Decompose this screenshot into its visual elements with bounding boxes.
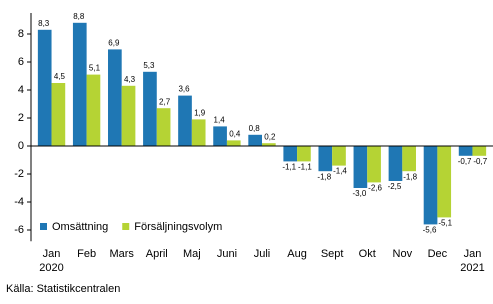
x-tick-label: Juli <box>254 248 271 260</box>
bar <box>213 126 227 146</box>
x-tick-label: Juni <box>217 248 237 260</box>
x-tick-label: Nov <box>393 248 413 260</box>
bar <box>353 146 368 188</box>
y-tick-label: 0 <box>18 140 24 152</box>
value-label: -5,6 <box>423 226 437 235</box>
y-tick-label: -6 <box>14 224 24 236</box>
value-label: 2,7 <box>159 97 171 106</box>
bar <box>318 146 333 172</box>
y-tick-label: -4 <box>14 196 24 208</box>
x-tick-label: Sept <box>321 248 344 260</box>
bar <box>248 134 262 146</box>
value-label: -1,8 <box>403 172 417 181</box>
bar <box>472 146 487 156</box>
legend-swatch <box>40 223 47 230</box>
bar <box>437 146 452 218</box>
y-tick-label: 2 <box>18 112 24 124</box>
y-tick-label: 6 <box>18 56 24 68</box>
x-tick-label: April <box>146 248 168 260</box>
value-label: -1,8 <box>317 172 331 181</box>
y-tick-label: -2 <box>14 168 24 180</box>
legend-label: Försäljningsvolym <box>134 221 222 233</box>
value-label: -1,1 <box>298 163 312 172</box>
legend-label: Omsättning <box>52 221 108 233</box>
y-tick-label: 8 <box>18 28 24 40</box>
bar <box>156 108 171 146</box>
x-tick-label: Aug <box>287 248 307 260</box>
value-label: -2,5 <box>388 182 402 191</box>
bar <box>297 146 311 162</box>
value-label: 0,8 <box>249 124 261 133</box>
x-tick-label: Jan 2020 <box>39 248 63 274</box>
value-label: 5,1 <box>89 64 101 73</box>
bar <box>226 140 241 146</box>
value-label: 1,9 <box>194 109 206 118</box>
bar <box>262 143 276 146</box>
source: Källa: Statistikcentralen <box>6 283 120 295</box>
bar <box>51 83 66 146</box>
value-label: 6,9 <box>108 39 120 48</box>
value-label: 3,6 <box>178 85 190 94</box>
value-label: -5,1 <box>438 219 452 228</box>
value-label: -0,7 <box>458 157 472 166</box>
value-label: 8,3 <box>38 19 50 28</box>
bar <box>143 71 157 146</box>
y-tick-label: 4 <box>18 84 24 96</box>
value-label: -3,0 <box>352 189 366 198</box>
bar <box>283 146 298 162</box>
bar <box>108 49 122 146</box>
bar <box>178 95 192 146</box>
value-label: 0,2 <box>264 132 276 141</box>
x-tick-label: Feb <box>77 248 96 260</box>
bar <box>402 146 416 172</box>
value-label: 0,4 <box>229 130 241 139</box>
bar <box>86 74 101 146</box>
value-label: -1,1 <box>282 163 296 172</box>
bar <box>388 146 403 181</box>
bar <box>332 146 346 166</box>
bar <box>458 146 473 156</box>
value-label: 1,4 <box>214 116 226 125</box>
bar <box>121 85 136 146</box>
x-tick-label: Maj <box>183 248 201 260</box>
value-label: 4,3 <box>124 75 136 84</box>
x-tick-label: Jan 2021 <box>460 248 484 274</box>
bar <box>72 22 87 146</box>
x-tick-label: Okt <box>359 248 376 260</box>
bar <box>191 119 206 146</box>
legend-swatch <box>122 223 130 230</box>
value-label: -0,7 <box>473 157 487 166</box>
x-tick-label: Mars <box>109 248 134 260</box>
value-label: -2,6 <box>368 184 382 193</box>
value-label: 4,5 <box>54 72 66 81</box>
bar <box>367 146 381 183</box>
x-tick-label: Dec <box>428 248 448 260</box>
bar <box>423 146 438 225</box>
value-label: -1,4 <box>333 167 347 176</box>
value-label: 5,3 <box>143 61 155 70</box>
bar <box>37 29 52 146</box>
value-label: 8,8 <box>73 12 85 21</box>
